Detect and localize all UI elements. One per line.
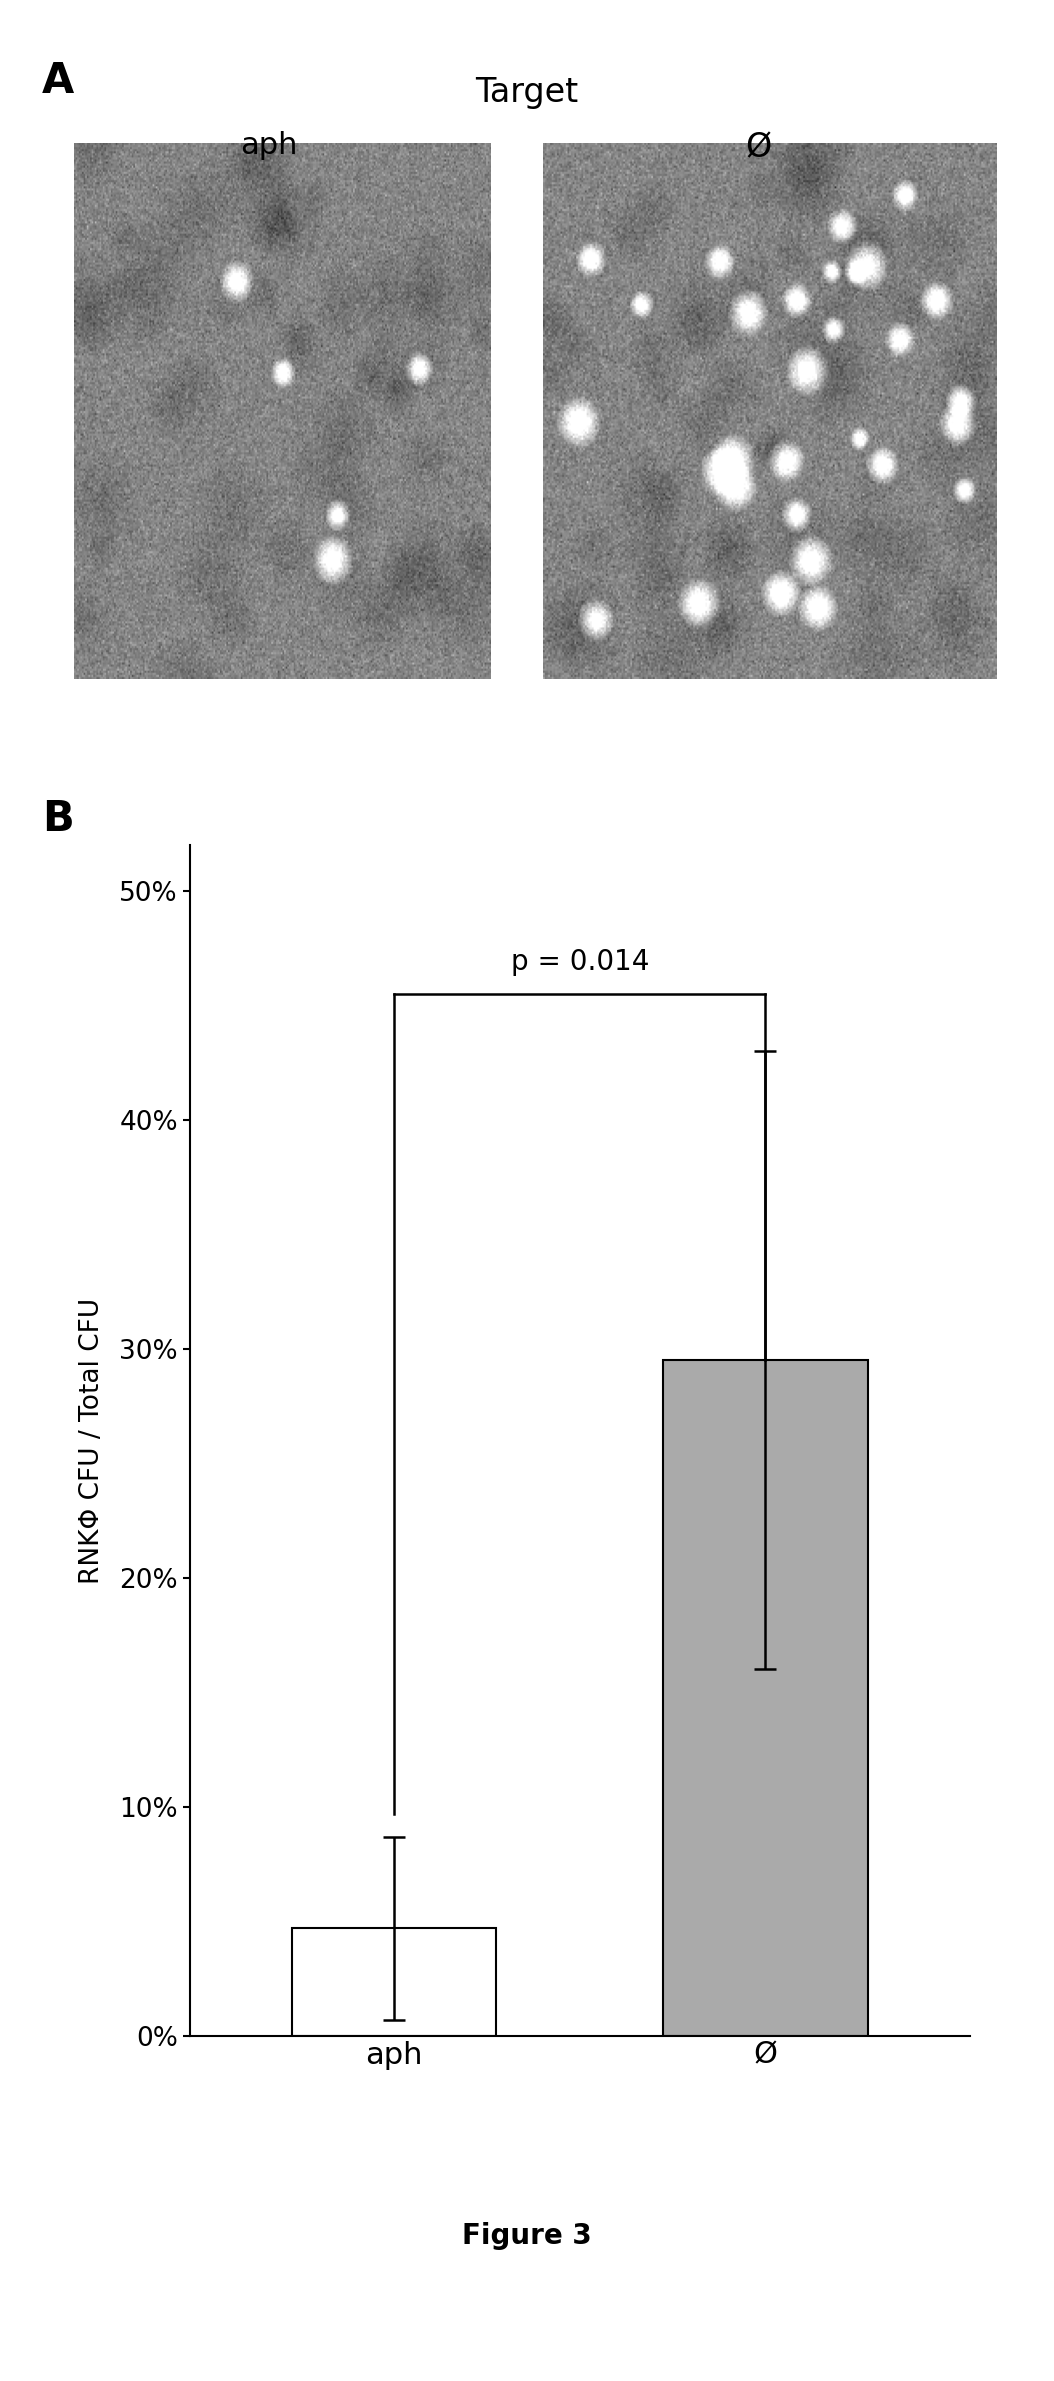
Text: A: A (42, 60, 75, 102)
Text: Ø: Ø (746, 131, 772, 164)
Bar (292, 1929, 496, 2036)
Text: p = 0.014: p = 0.014 (510, 948, 649, 976)
Y-axis label: RNKΦ CFU / Total CFU: RNKΦ CFU / Total CFU (79, 1298, 105, 1583)
Text: B: B (42, 798, 74, 840)
Bar (663, 1360, 867, 2036)
Text: Figure 3: Figure 3 (462, 2221, 592, 2250)
Text: aph: aph (240, 131, 297, 160)
Text: Target: Target (475, 76, 579, 110)
